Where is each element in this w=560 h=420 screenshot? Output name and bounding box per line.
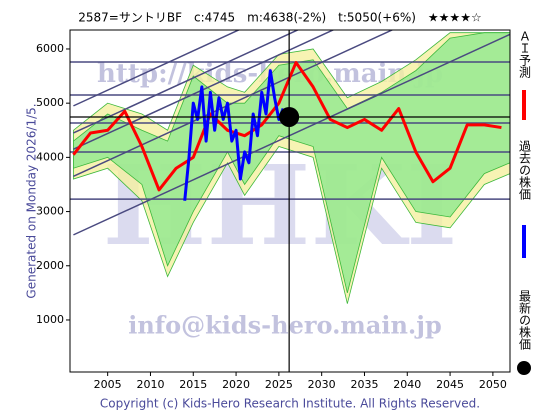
x-tick-label: 2020 — [222, 378, 250, 391]
legend-swatch — [517, 361, 531, 375]
latest-point — [279, 106, 300, 127]
y-tick-label: 5000 — [36, 96, 64, 109]
x-tick-label: 2035 — [350, 378, 378, 391]
x-tick-label: 2010 — [136, 378, 164, 391]
trend-line — [73, 30, 241, 107]
y-label: Generated on Monday 2026/1/5. — [25, 103, 39, 298]
y-tick-label: 2000 — [36, 259, 64, 272]
plot-frame — [69, 29, 511, 373]
legend-label: ＡＩ予測 — [518, 30, 532, 79]
x-tick-label: 2015 — [179, 378, 207, 391]
trend-line — [73, 30, 300, 134]
x-tick-label: 2030 — [308, 378, 336, 391]
x-tick-label: 2040 — [393, 378, 421, 391]
y-tick-label: 4000 — [36, 150, 64, 163]
series-line — [183, 69, 285, 201]
x-tick-label: 2025 — [265, 378, 293, 391]
x-tick-label: 2005 — [94, 378, 122, 391]
watermark: info@kids-hero.main.jp — [128, 311, 442, 340]
legend-label: 最新の株価 — [518, 290, 532, 350]
y-tick-label: 1000 — [36, 313, 64, 326]
footer: Copyright (c) Kids-Hero Research Institu… — [100, 397, 480, 411]
plot: http://kids-hero.main.jpHHKIinfo@kids-he… — [70, 30, 510, 372]
x-tick-label: 2050 — [479, 378, 507, 391]
x-tick-label: 2045 — [436, 378, 464, 391]
trend-line — [73, 33, 510, 236]
legend-label: 過去の株価 — [518, 140, 532, 200]
y-tick-label: 3000 — [36, 205, 64, 218]
trend-line — [73, 30, 335, 150]
chart-title: 2587=サントリBF c:4745 m:4638(-2%) t:5050(+6… — [78, 11, 481, 25]
series-line — [72, 61, 502, 192]
y-tick-label: 6000 — [36, 42, 64, 55]
